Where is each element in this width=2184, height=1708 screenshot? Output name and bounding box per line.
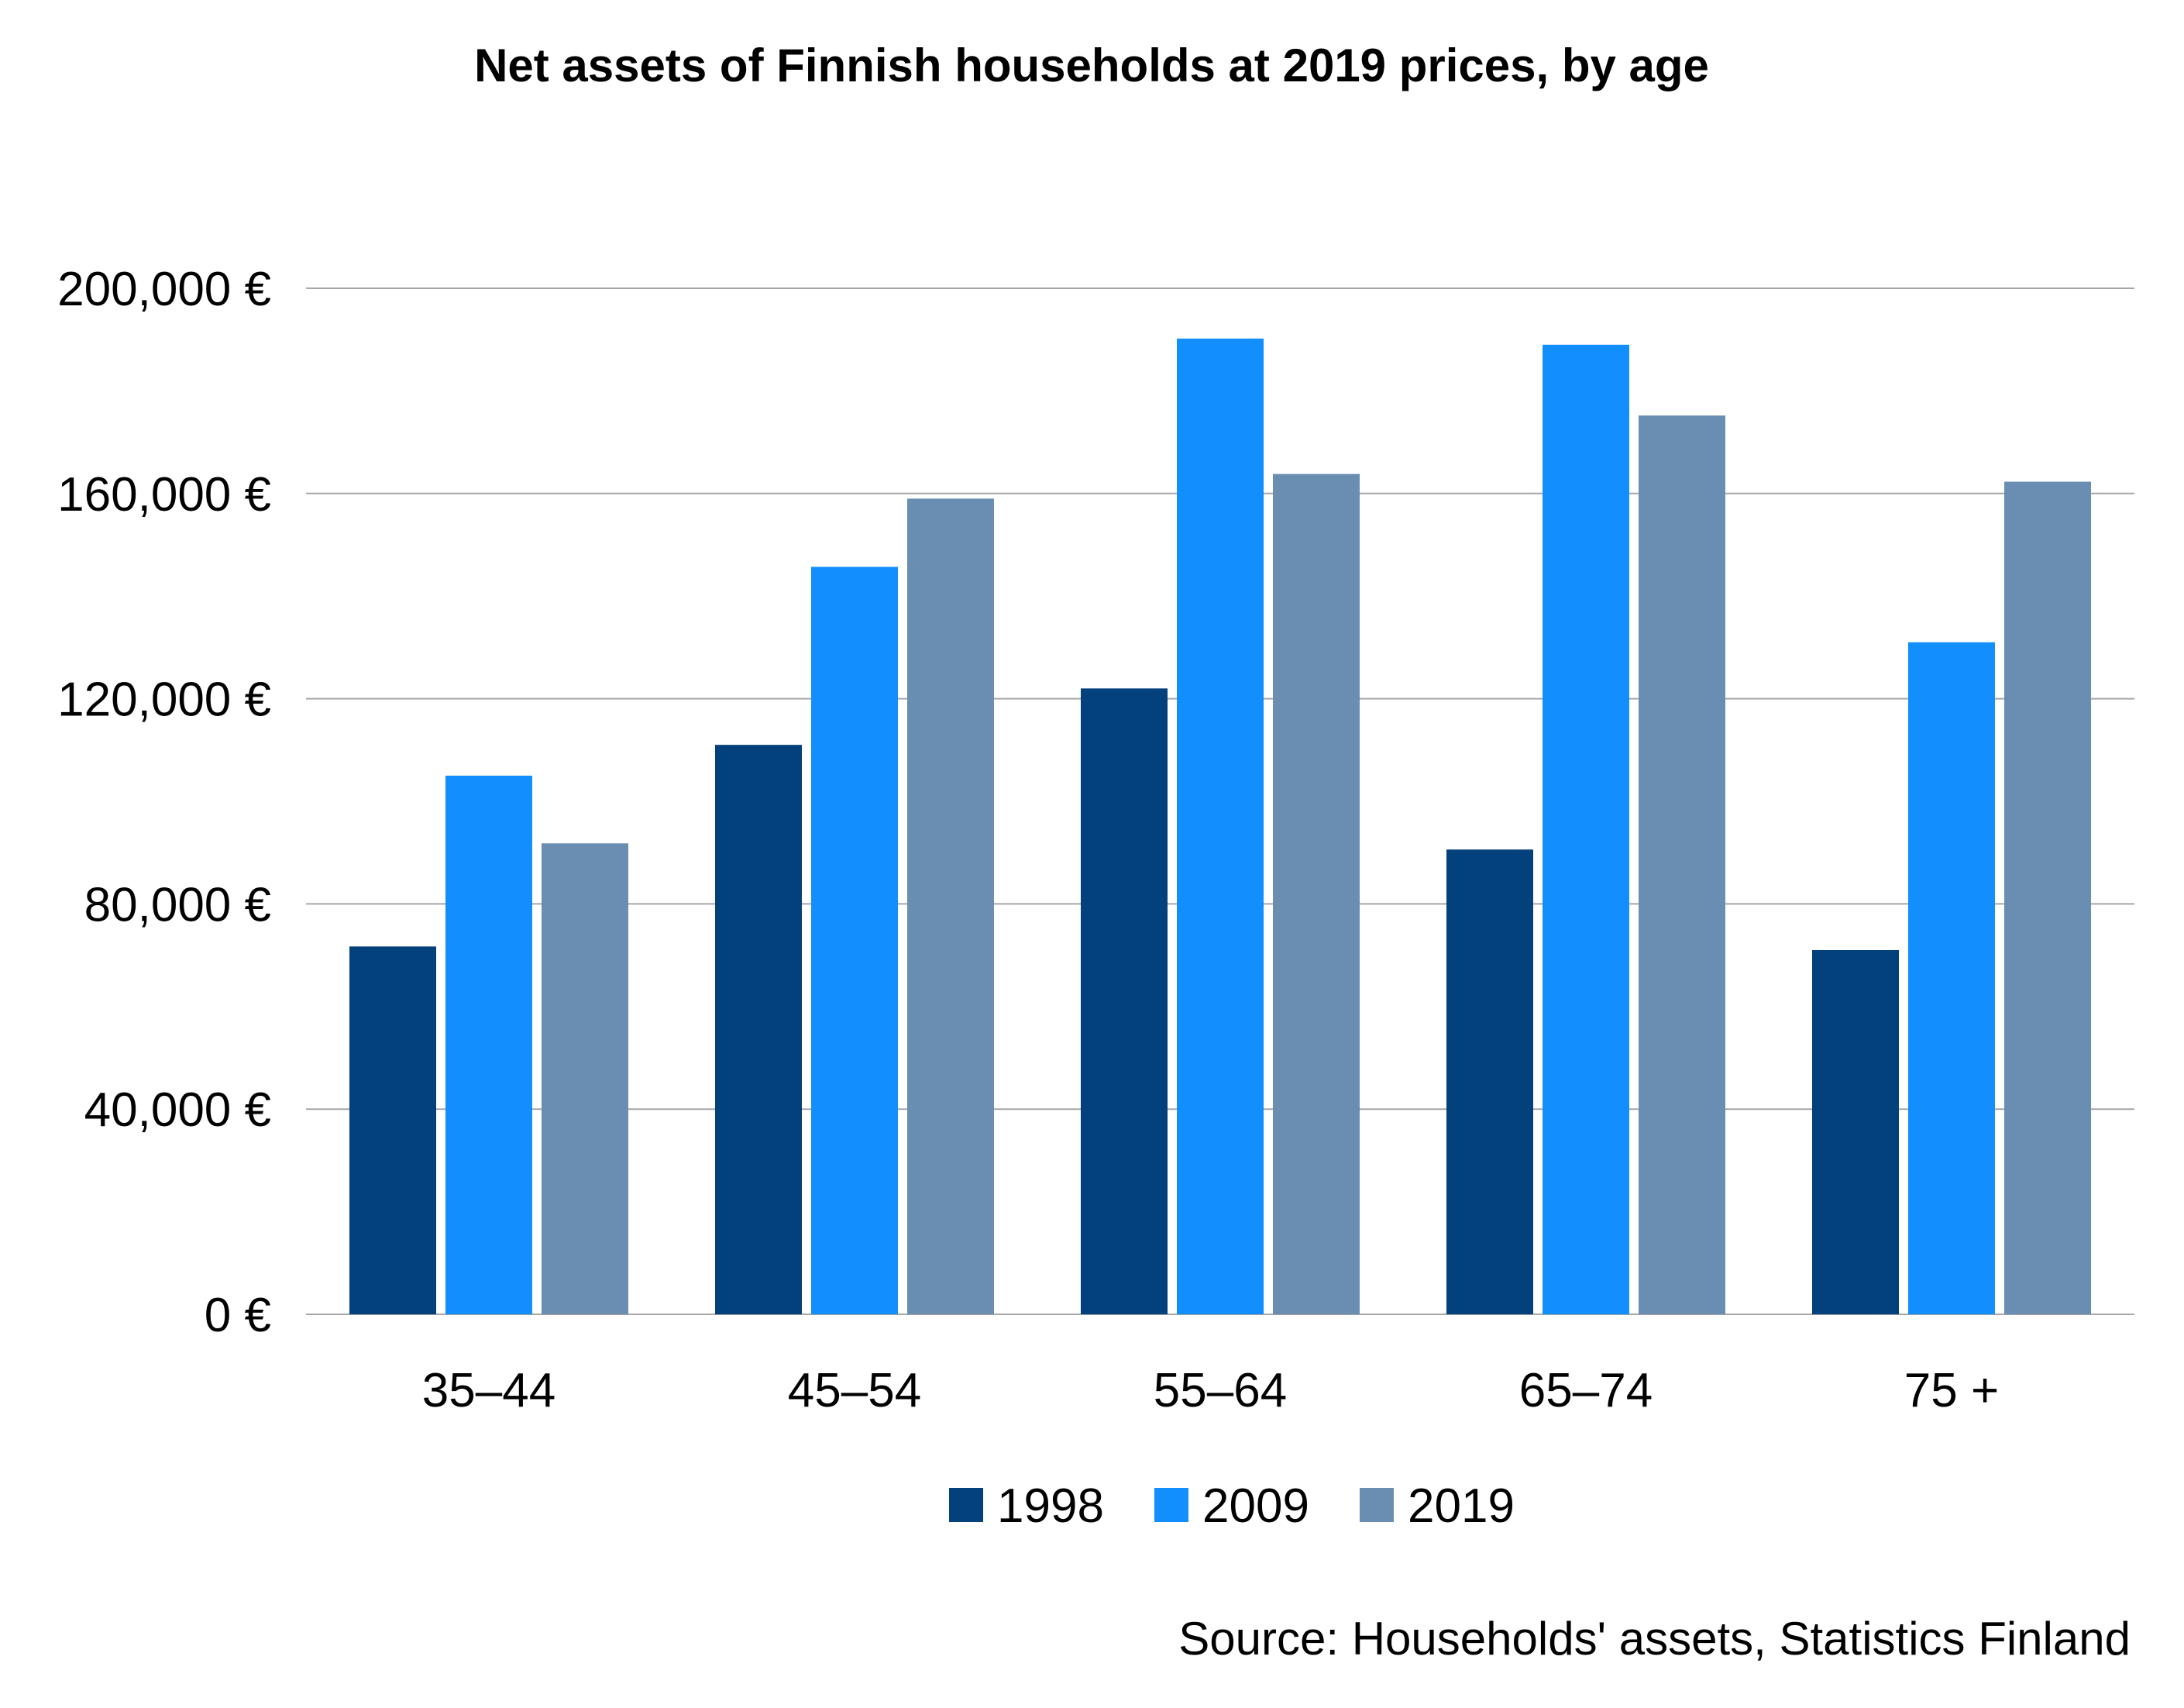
bars [349,338,2091,1315]
legend-label-2019: 2019 [1408,1479,1515,1533]
bar-2009-45-54 [811,566,898,1314]
x-axis-ticks: 35–44 45–54 55–64 65–74 75 + [422,1364,1999,1417]
y-tick-label: 0 € [205,1289,271,1342]
bar-2009-65-74 [1543,344,1629,1314]
y-tick-label: 200,000 € [57,263,271,316]
bar-1998-75 [1812,949,1899,1314]
bar-1998-65-74 [1446,849,1533,1314]
y-tick-label: 120,000 € [57,673,271,727]
x-tick-label: 65–74 [1519,1364,1653,1417]
bar-2009-75 [1908,642,1995,1314]
x-tick-label: 75 + [1904,1364,1999,1417]
x-tick-label: 35–44 [422,1364,555,1417]
bar-2009-55-64 [1177,338,1264,1315]
y-tick-label: 160,000 € [57,468,271,522]
y-axis-ticks: 0 € 40,000 € 80,000 € 120,000 € 160,000 € 200… [57,263,271,1342]
legend: 1998 2009 2019 [949,1479,1515,1533]
bar-2019-55-64 [1273,473,1360,1314]
x-tick-label: 55–64 [1154,1364,1287,1417]
bar-2019-45-54 [907,498,994,1315]
chart-title: Net assets of Finnish households at 2019… [474,40,1709,91]
bar-2019-35-44 [542,843,628,1314]
source-note: Source: Households' assets, Statistics F… [1178,1613,2131,1665]
bar-2019-75 [2004,481,2091,1314]
legend-swatch-2019 [1360,1488,1394,1522]
bar-2019-65-74 [1639,415,1725,1314]
bar-2009-35-44 [445,775,532,1314]
legend-swatch-1998 [949,1488,983,1522]
bar-1998-55-64 [1081,688,1168,1314]
bar-1998-45-54 [715,745,802,1314]
x-tick-label: 45–54 [788,1364,921,1417]
bar-1998-35-44 [349,946,436,1314]
y-tick-label: 40,000 € [84,1083,271,1137]
legend-swatch-2009 [1154,1488,1188,1522]
legend-label-1998: 1998 [997,1479,1104,1533]
legend-label-2009: 2009 [1202,1479,1309,1533]
y-tick-label: 80,000 € [84,878,271,931]
